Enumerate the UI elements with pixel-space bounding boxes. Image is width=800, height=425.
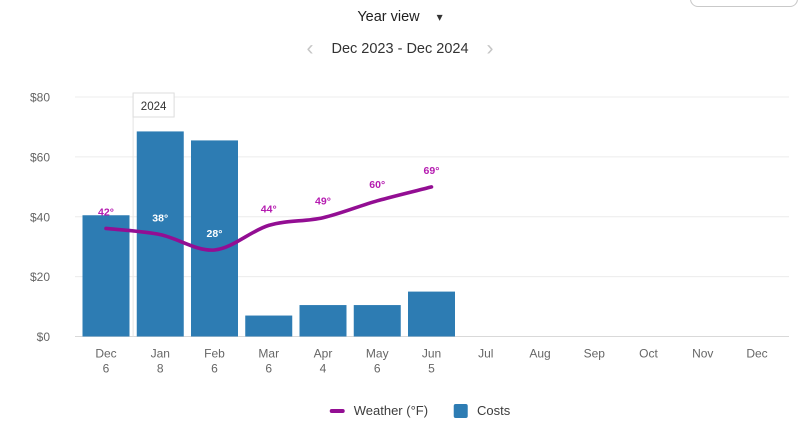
x-tick-month-label: Jan bbox=[151, 347, 170, 361]
x-tick-month-label: Aug bbox=[529, 347, 550, 361]
year-marker-box bbox=[132, 92, 175, 118]
x-tick-day-label: 4 bbox=[320, 362, 327, 376]
chart-legend: Weather (°F) Costs bbox=[329, 403, 510, 418]
line-swatch-icon bbox=[329, 408, 345, 413]
year-marker-label: 2024 bbox=[141, 101, 167, 113]
x-tick-day-label: 5 bbox=[428, 362, 435, 376]
legend-item-weather[interactable]: Weather (°F) bbox=[329, 403, 429, 418]
weather-line bbox=[104, 185, 434, 252]
y-tick-label: $80 bbox=[30, 91, 50, 105]
x-tick-month-label: May bbox=[366, 347, 389, 361]
x-tick-day-label: 6 bbox=[103, 362, 110, 376]
legend-item-costs[interactable]: Costs bbox=[454, 403, 510, 418]
year-view-selector[interactable]: Year view ▾ bbox=[357, 9, 442, 25]
x-tick-day-label: 6 bbox=[374, 362, 381, 376]
legend-label-weather: Weather (°F) bbox=[353, 403, 429, 418]
x-tick-month-label: Dec bbox=[746, 347, 767, 361]
x-tick-month-label: Feb bbox=[204, 347, 225, 361]
square-swatch-icon bbox=[454, 403, 469, 418]
x-tick-day-label: 6 bbox=[265, 362, 272, 376]
temp-point-label: 69° bbox=[424, 165, 440, 177]
cost-bar-apr[interactable] bbox=[299, 305, 347, 337]
temp-point-label: 44° bbox=[261, 203, 277, 215]
x-tick-month-label: Jul bbox=[478, 347, 493, 361]
x-tick-day-label: 6 bbox=[211, 362, 218, 376]
temp-point-label: 60° bbox=[369, 179, 385, 191]
prev-period-button[interactable]: ‹ bbox=[304, 37, 315, 60]
x-tick-month-label: Mar bbox=[258, 347, 279, 361]
temp-point-label: 42° bbox=[98, 206, 114, 218]
next-period-button[interactable]: › bbox=[485, 37, 496, 60]
x-tick-day-label: 8 bbox=[157, 362, 164, 376]
x-tick-month-label: Dec bbox=[95, 347, 116, 361]
y-tick-label: $40 bbox=[30, 210, 50, 224]
temp-point-label: 38° bbox=[152, 213, 168, 225]
period-navigation: ‹ Dec 2023 - Dec 2024 › bbox=[304, 37, 496, 60]
legend-label-costs: Costs bbox=[477, 403, 511, 418]
x-tick-month-label: Nov bbox=[692, 347, 713, 361]
x-tick-month-label: Oct bbox=[639, 347, 658, 361]
y-tick-label: $0 bbox=[37, 330, 51, 344]
cost-bar-mar[interactable] bbox=[245, 315, 293, 337]
y-tick-label: $20 bbox=[30, 270, 50, 284]
chevron-down-icon: ▾ bbox=[436, 10, 443, 24]
cost-bar-jun[interactable] bbox=[408, 291, 455, 337]
period-label: Dec 2023 - Dec 2024 bbox=[331, 41, 469, 57]
view-selector-label: Year view bbox=[357, 9, 420, 25]
chevron-left-icon: ‹ bbox=[306, 37, 314, 60]
temp-point-label: 28° bbox=[207, 228, 223, 240]
cost-bar-dec[interactable] bbox=[82, 215, 130, 337]
cost-bar-feb[interactable] bbox=[191, 140, 238, 337]
chevron-right-icon: › bbox=[486, 37, 494, 60]
x-tick-month-label: Sep bbox=[584, 347, 606, 361]
temp-point-label: 49° bbox=[315, 196, 331, 208]
x-tick-month-label: Jun bbox=[422, 347, 441, 361]
cost-bar-may[interactable] bbox=[353, 305, 401, 337]
x-tick-month-label: Apr bbox=[314, 347, 333, 361]
y-tick-label: $60 bbox=[30, 150, 50, 164]
